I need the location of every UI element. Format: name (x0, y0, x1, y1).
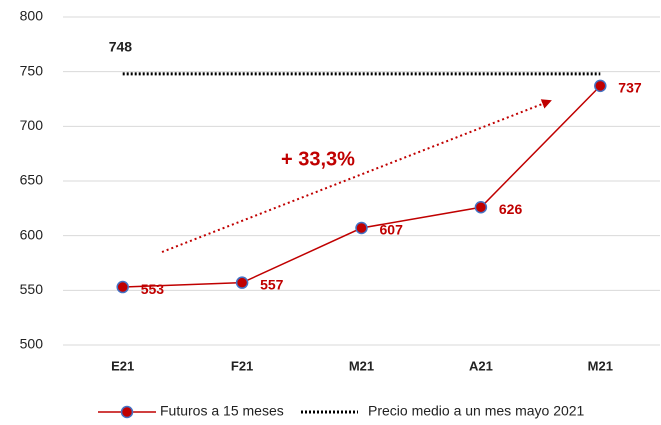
legend-marker (120, 405, 134, 419)
x-tick-label: M21 (349, 358, 374, 373)
x-tick-label: M21 (588, 358, 613, 373)
annotation: + 33,3% (281, 148, 355, 170)
legend-label: Futuros a 15 meses (160, 403, 284, 419)
point (594, 79, 607, 93)
y-tick-label: 600 (20, 226, 44, 242)
point (235, 276, 249, 289)
data-label: 607 (380, 222, 404, 238)
x-tick-label: E21 (111, 358, 134, 373)
data-label: 626 (499, 201, 523, 217)
y-tick-label: 750 (20, 62, 44, 78)
data-label: 557 (260, 276, 284, 292)
legend-label: Precio medio a un mes mayo 2021 (368, 403, 585, 419)
x-tick-label: A21 (469, 358, 493, 373)
y-tick-label: 500 (20, 336, 44, 352)
series-line (122, 85, 601, 288)
y-tick-label: 800 (20, 8, 44, 24)
data-label: 748 (109, 39, 133, 55)
data-label: 553 (141, 281, 165, 297)
point (474, 200, 488, 214)
point (355, 221, 368, 235)
y-tick-label: 650 (20, 172, 44, 188)
data-label: 737 (618, 80, 642, 96)
point (116, 280, 129, 294)
y-tick-label: 550 (20, 281, 44, 297)
x-tick-label: F21 (231, 358, 253, 373)
trend-arrow (161, 99, 552, 253)
y-tick-label: 700 (20, 117, 44, 133)
